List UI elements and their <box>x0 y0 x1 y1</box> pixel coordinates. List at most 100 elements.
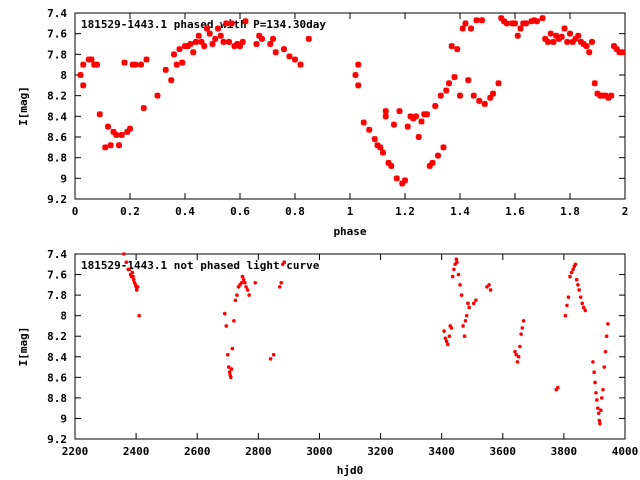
unphased-data-point <box>452 267 456 272</box>
unphased-data-point <box>225 352 230 357</box>
phased-data-point <box>137 61 145 68</box>
unphased-data-point <box>599 396 604 400</box>
unphased-data-point <box>563 313 568 318</box>
phased-data-point <box>121 59 128 66</box>
phased-data-point <box>533 18 541 25</box>
phased-data-point <box>547 30 554 37</box>
phased-data-point <box>126 125 134 132</box>
unphased-x-tick-label: 2800 <box>245 445 272 458</box>
phased-data-point <box>305 35 312 42</box>
phased-data-point <box>498 15 505 22</box>
unphased-chart: 2200 2400 2600 2800 3000 3200 3400 3600 3800 4000… <box>17 248 638 477</box>
phased-y-tick-label: 8.2 <box>47 90 67 103</box>
unphased-y-tick-label: 8.6 <box>47 371 67 384</box>
phased-data-point <box>382 108 389 115</box>
phased-data-point <box>429 159 436 166</box>
phased-data-point <box>605 94 612 101</box>
phased-data-point <box>423 111 431 118</box>
phased-x-tick-label: 1.4 <box>450 205 470 218</box>
unphased-data-point <box>233 298 238 303</box>
phased-y-tick-label: 8 <box>60 69 67 82</box>
phased-data-point <box>588 38 596 45</box>
phased-y-tick-label: 7.6 <box>47 28 67 41</box>
phased-data-point <box>118 131 125 138</box>
phased-data-point <box>269 35 277 42</box>
phased-data-point <box>187 40 194 48</box>
unphased-data-point <box>594 390 598 395</box>
unphased-data-point <box>282 260 287 265</box>
unphased-data-point <box>603 349 608 354</box>
phased-data-point <box>404 123 411 130</box>
phased-data-point <box>396 108 403 115</box>
unphased-data-point <box>488 288 493 292</box>
phased-data-point <box>465 77 472 84</box>
phased-y-tick-label: 9.2 <box>47 193 67 206</box>
phased-data-point <box>143 56 150 63</box>
unphased-data-point <box>454 257 459 261</box>
phased-data-point <box>291 56 299 63</box>
phased-data-point <box>225 38 233 45</box>
phased-data-point <box>608 92 615 99</box>
unphased-data-point <box>131 277 136 282</box>
phased-y-axis-label: I[mag] <box>17 86 30 126</box>
phased-data-point <box>206 30 213 37</box>
phased-data-point <box>412 113 420 120</box>
phased-data-point <box>93 61 101 68</box>
unphased-data-point <box>458 283 462 287</box>
unphased-data-point <box>467 305 471 310</box>
unphased-data-point <box>134 288 139 292</box>
phased-data-point <box>495 80 502 87</box>
unphased-data-point <box>240 274 245 279</box>
unphased-y-tick-label: 7.8 <box>47 289 67 302</box>
phased-data-point <box>220 38 227 45</box>
phased-data-point <box>195 32 202 39</box>
unphased-data-point <box>224 324 229 328</box>
phased-data-point <box>445 80 453 87</box>
phased-data-point <box>140 105 147 112</box>
unphased-data-point <box>577 288 581 292</box>
unphased-data-point <box>463 319 468 323</box>
phased-data-point <box>577 38 585 45</box>
unphased-data-point <box>450 274 455 279</box>
phased-data-point <box>514 32 521 39</box>
phased-data-point <box>443 87 450 94</box>
phased-data-point <box>415 133 422 141</box>
phased-data-point <box>377 144 384 151</box>
unphased-data-point <box>455 260 459 265</box>
unphased-data-point <box>230 346 235 351</box>
unphased-data-point <box>602 365 607 369</box>
unphased-y-tick-label: 8 <box>60 310 67 323</box>
phased-data-point <box>110 128 117 135</box>
phased-data-point <box>511 20 519 27</box>
unphased-chart-title: 181529-1443.1 not phased light curve <box>81 259 320 272</box>
unphased-y-tick-label: 7.4 <box>47 248 67 261</box>
unphased-data-point <box>277 285 282 289</box>
phased-data-point <box>355 82 362 89</box>
phased-data-point <box>550 38 557 45</box>
phased-data-point <box>542 35 549 42</box>
unphased-x-tick-label: 3000 <box>306 445 333 458</box>
phased-data-point <box>470 92 477 99</box>
phased-data-point <box>456 92 464 99</box>
unphased-data-point <box>268 357 273 361</box>
unphased-data-point <box>513 349 517 354</box>
unphased-x-tick-label: 4000 <box>612 445 639 458</box>
unphased-y-tick-label: 8.8 <box>47 392 67 405</box>
unphased-data-point <box>583 308 588 313</box>
phased-data-point <box>613 46 620 53</box>
phased-chart-title: 181529-1443.1 phased with P=134.30day <box>81 18 326 31</box>
phased-data-point <box>258 35 266 42</box>
unphased-data-point <box>235 293 239 297</box>
phased-data-point <box>553 32 560 39</box>
unphased-data-point <box>239 280 244 285</box>
phased-data-point <box>124 128 131 135</box>
unphased-data-point <box>244 285 248 289</box>
unphased-data-point <box>444 339 449 344</box>
phased-data-point <box>297 61 304 68</box>
phased-data-point <box>451 74 458 81</box>
phased-data-point <box>132 61 139 68</box>
phased-data-point <box>179 59 186 66</box>
unphased-data-point <box>229 375 233 380</box>
unphased-data-point <box>599 408 603 413</box>
phased-data-point <box>162 66 169 73</box>
